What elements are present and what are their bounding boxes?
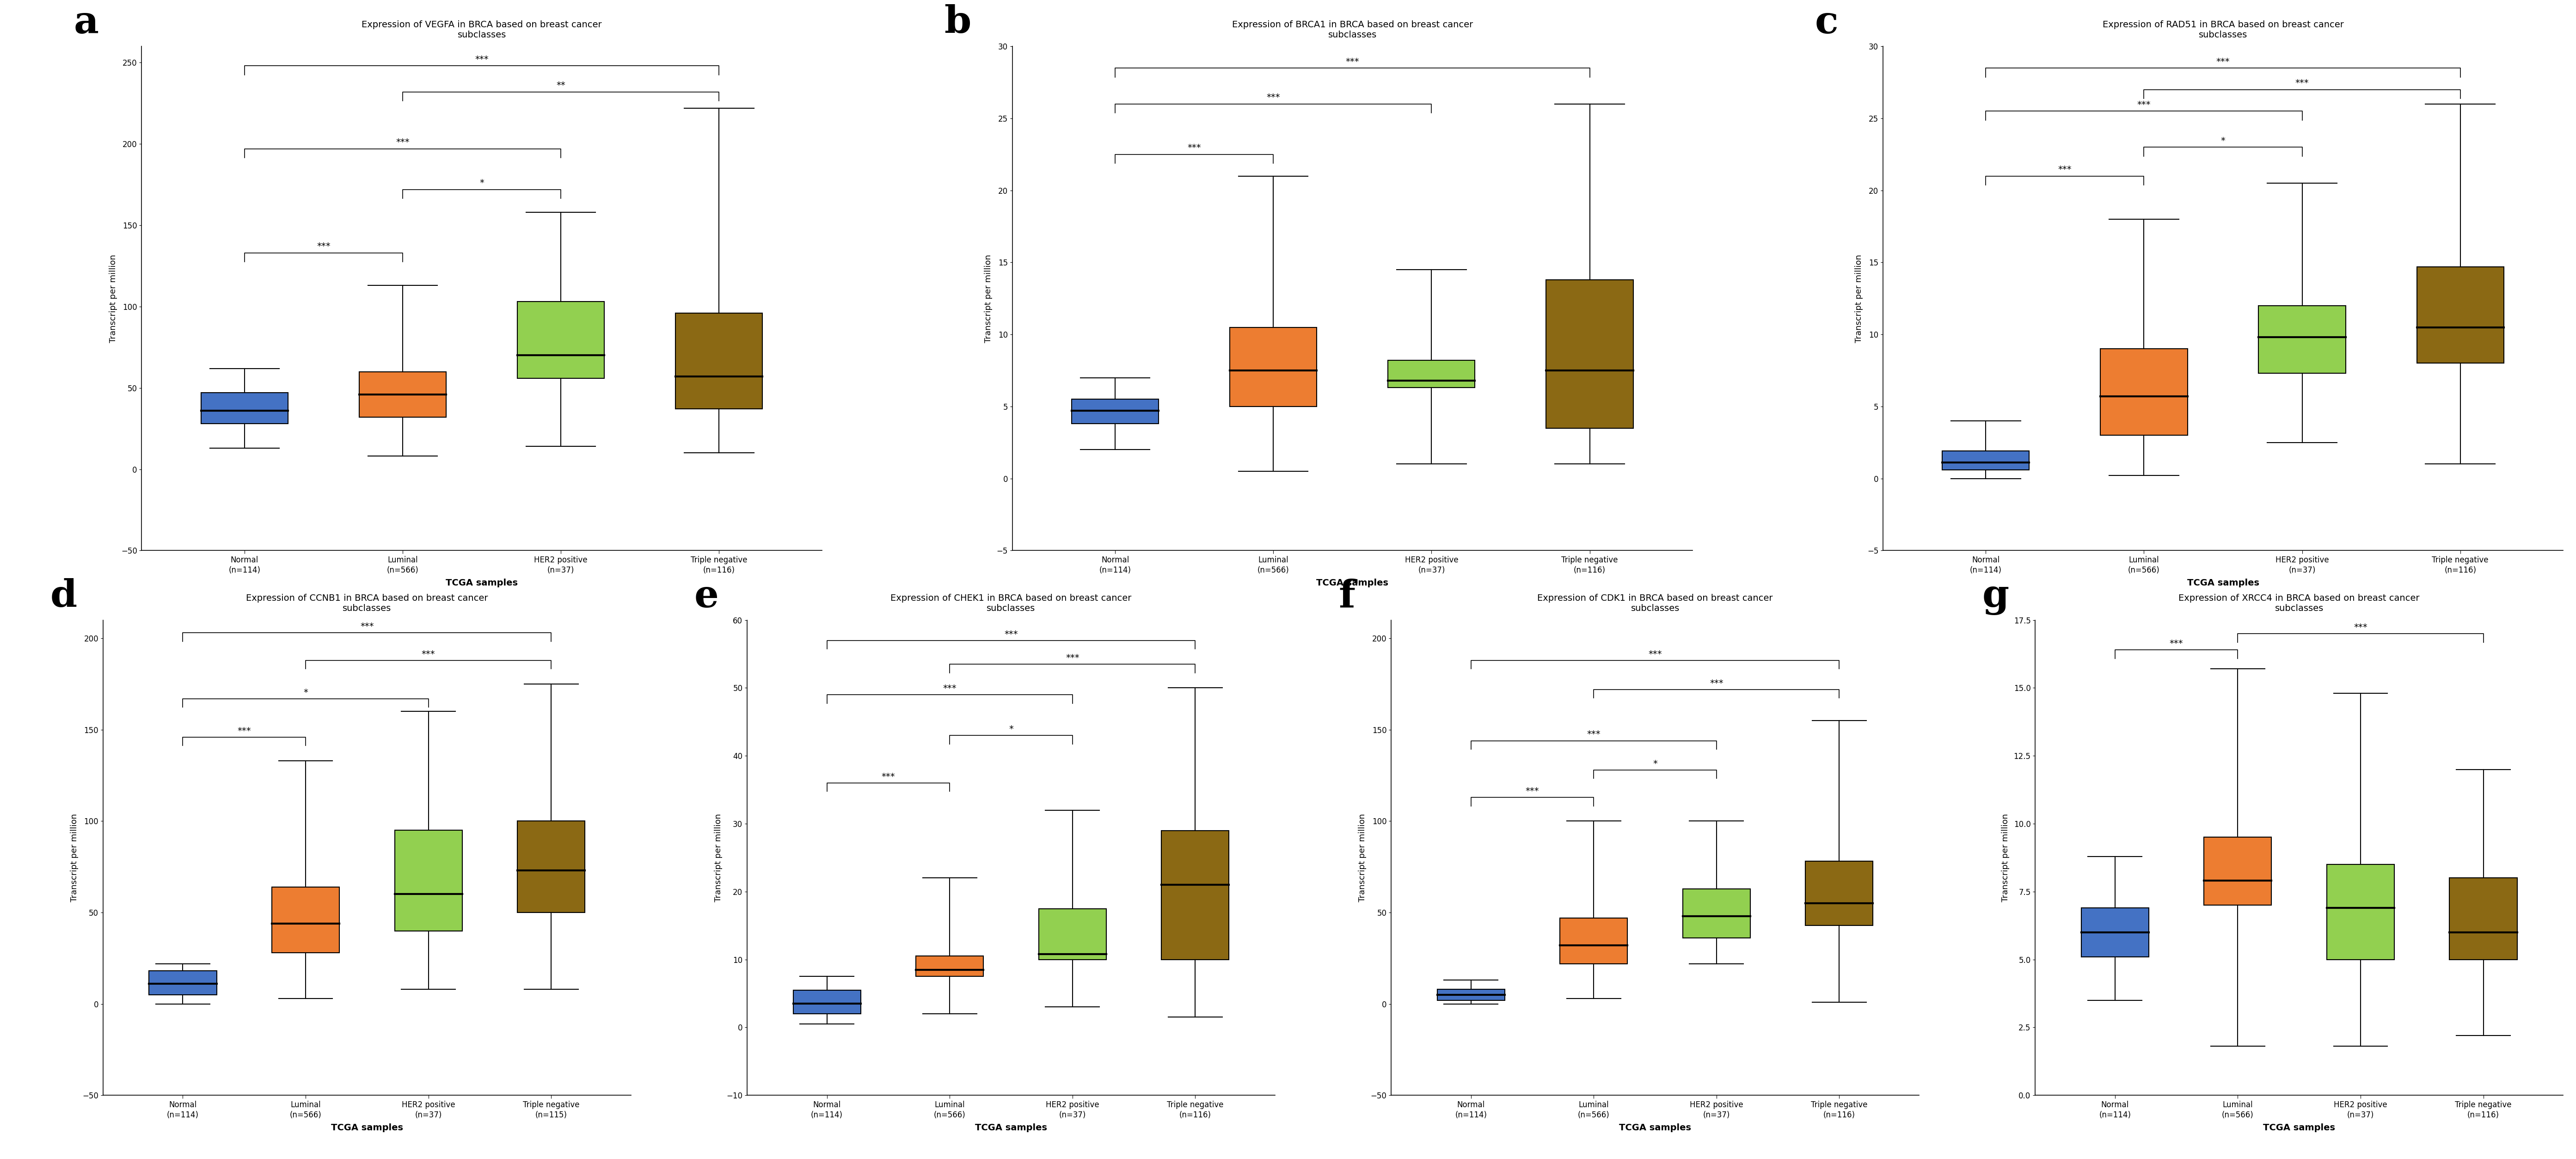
Text: ***: *** — [361, 622, 374, 630]
Text: ***: *** — [1525, 787, 1540, 795]
Y-axis label: Transcript per million: Transcript per million — [1855, 254, 1862, 343]
Bar — [1437, 990, 1504, 1000]
Title: Expression of CDK1 in BRCA based on breast cancer
subclasses: Expression of CDK1 in BRCA based on brea… — [1538, 593, 1772, 613]
Bar — [273, 887, 340, 953]
Y-axis label: Transcript per million: Transcript per million — [714, 814, 721, 902]
Text: ***: *** — [474, 56, 489, 64]
Title: Expression of RAD51 in BRCA based on breast cancer
subclasses: Expression of RAD51 in BRCA based on bre… — [2102, 20, 2344, 39]
Bar — [1806, 861, 1873, 925]
Bar — [1546, 279, 1633, 428]
Bar — [518, 301, 605, 378]
Text: ***: *** — [1188, 144, 1200, 152]
Title: Expression of BRCA1 in BRCA based on breast cancer
subclasses: Expression of BRCA1 in BRCA based on bre… — [1231, 20, 1473, 39]
X-axis label: TCGA samples: TCGA samples — [974, 1123, 1046, 1132]
Y-axis label: Transcript per million: Transcript per million — [108, 254, 118, 343]
Text: ***: *** — [1649, 649, 1662, 658]
Bar — [2416, 267, 2504, 363]
Text: ***: *** — [317, 242, 330, 250]
Bar — [1561, 918, 1628, 963]
Text: ***: *** — [1345, 57, 1360, 66]
Bar — [2099, 349, 2187, 436]
Text: ***: *** — [2169, 640, 2184, 648]
Text: ***: *** — [237, 727, 250, 735]
Text: ***: *** — [397, 138, 410, 147]
Title: Expression of XRCC4 in BRCA based on breast cancer
subclasses: Expression of XRCC4 in BRCA based on bre… — [2179, 593, 2419, 613]
Text: ***: *** — [1066, 654, 1079, 662]
X-axis label: TCGA samples: TCGA samples — [1316, 578, 1388, 588]
Text: d: d — [52, 578, 77, 615]
Y-axis label: Transcript per million: Transcript per million — [70, 814, 80, 902]
Bar — [1162, 831, 1229, 960]
Text: ***: *** — [2295, 79, 2308, 88]
X-axis label: TCGA samples: TCGA samples — [330, 1123, 402, 1132]
Bar — [1038, 909, 1105, 960]
Text: *: * — [1010, 724, 1012, 734]
Text: g: g — [1984, 578, 2009, 615]
Text: **: ** — [556, 81, 564, 90]
X-axis label: TCGA samples: TCGA samples — [446, 578, 518, 588]
Text: ***: *** — [943, 684, 956, 693]
Bar — [201, 393, 289, 424]
Bar — [793, 990, 860, 1014]
X-axis label: TCGA samples: TCGA samples — [2187, 578, 2259, 588]
Bar — [518, 821, 585, 912]
Text: *: * — [479, 178, 484, 188]
Text: *: * — [1654, 759, 1656, 768]
Text: ***: *** — [1587, 730, 1600, 738]
Bar — [2326, 865, 2393, 960]
Text: a: a — [75, 5, 98, 42]
Title: Expression of CHEK1 in BRCA based on breast cancer
subclasses: Expression of CHEK1 in BRCA based on bre… — [891, 593, 1131, 613]
Y-axis label: Transcript per million: Transcript per million — [1358, 814, 1368, 902]
Text: ***: *** — [1710, 679, 1723, 687]
Bar — [917, 956, 984, 976]
Bar — [2259, 306, 2347, 373]
Text: c: c — [1816, 5, 1839, 42]
Title: Expression of VEGFA in BRCA based on breast cancer
subclasses: Expression of VEGFA in BRCA based on bre… — [361, 20, 603, 39]
Text: *: * — [2221, 137, 2226, 145]
Text: ***: *** — [1005, 629, 1018, 639]
Bar — [394, 830, 461, 931]
Text: b: b — [945, 5, 971, 42]
Text: ***: *** — [2354, 622, 2367, 632]
Title: Expression of CCNB1 in BRCA based on breast cancer
subclasses: Expression of CCNB1 in BRCA based on bre… — [245, 593, 487, 613]
Bar — [2450, 879, 2517, 960]
X-axis label: TCGA samples: TCGA samples — [1620, 1123, 1692, 1132]
Text: e: e — [696, 578, 719, 615]
Text: ***: *** — [2058, 166, 2071, 174]
Text: ***: *** — [2138, 101, 2151, 109]
Bar — [358, 372, 446, 417]
Bar — [2081, 907, 2148, 957]
Text: ***: *** — [1267, 93, 1280, 102]
X-axis label: TCGA samples: TCGA samples — [2264, 1123, 2336, 1132]
Y-axis label: Transcript per million: Transcript per million — [984, 254, 992, 343]
Text: ***: *** — [2215, 57, 2231, 66]
Text: *: * — [304, 688, 309, 697]
Text: f: f — [1340, 578, 1355, 615]
Bar — [1229, 327, 1316, 407]
Bar — [1942, 451, 2030, 469]
Text: ***: *** — [422, 649, 435, 658]
Text: ***: *** — [881, 772, 894, 781]
Bar — [1388, 360, 1476, 388]
Bar — [675, 313, 762, 409]
Bar — [1072, 399, 1159, 424]
Y-axis label: Transcript per million: Transcript per million — [2002, 814, 2009, 902]
Bar — [149, 971, 216, 994]
Bar — [2205, 837, 2272, 905]
Bar — [1682, 889, 1749, 938]
